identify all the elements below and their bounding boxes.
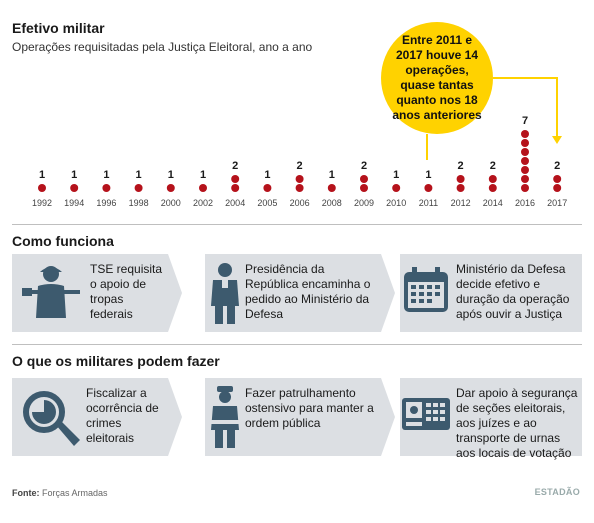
data-dot-1996 xyxy=(102,184,111,192)
x-tick-label-2004: 2004 xyxy=(225,198,245,208)
brand-logo: ESTADÃO xyxy=(534,487,580,497)
data-dot-2016 xyxy=(521,139,529,147)
data-label-2011: 1 xyxy=(425,169,431,181)
data-label-1996: 1 xyxy=(103,169,109,181)
data-label-2008: 1 xyxy=(329,169,335,181)
action-card-1-text: Fiscalizar a ocorrência de crimes eleito… xyxy=(86,386,159,445)
police-icon xyxy=(205,384,271,450)
data-label-2009: 2 xyxy=(361,160,367,172)
section-title-como-funciona: Como funciona xyxy=(12,233,114,249)
data-dot-2008 xyxy=(327,184,336,192)
x-tick-label-2010: 2010 xyxy=(386,198,406,208)
x-tick-label-1998: 1998 xyxy=(129,198,149,208)
data-dot-1992 xyxy=(38,184,46,192)
chart-title: Efetivo militar xyxy=(12,20,105,36)
x-tick-label-2014: 2014 xyxy=(483,198,503,208)
step-card-1: TSE requisita o apoio de tropas federais xyxy=(12,254,182,332)
x-tick-label-2011: 2011 xyxy=(419,198,438,208)
data-dot-1998 xyxy=(134,184,143,192)
data-label-2002: 1 xyxy=(200,169,206,181)
data-dot-2012 xyxy=(456,175,465,183)
x-tick-label-2009: 2009 xyxy=(354,198,374,208)
data-label-2016: 7 xyxy=(522,115,528,127)
source-value: Forças Armadas xyxy=(42,488,108,498)
data-dot-2009 xyxy=(360,175,368,183)
section-title-o-que-fazer: O que os militares podem fazer xyxy=(12,353,220,369)
data-dot-2012 xyxy=(456,184,465,192)
step-card-2: Presidência da República encaminha o ped… xyxy=(205,254,395,332)
data-label-2014: 2 xyxy=(490,160,496,172)
data-dot-1994 xyxy=(70,184,79,192)
data-label-2005: 1 xyxy=(264,169,270,181)
x-tick-label-2005: 2005 xyxy=(257,198,277,208)
callout-connector xyxy=(493,77,558,138)
x-tick-label-1996: 1996 xyxy=(96,198,116,208)
data-dot-2006 xyxy=(295,184,304,192)
step-card-1-text: TSE requisita o apoio de tropas federais xyxy=(90,262,163,321)
data-label-2010: 1 xyxy=(393,169,399,181)
data-label-2004: 2 xyxy=(232,160,238,172)
x-tick-label-1994: 1994 xyxy=(64,198,84,208)
data-dot-2016 xyxy=(521,166,529,174)
x-tick-label-1992: 1992 xyxy=(32,198,52,208)
data-dot-2000 xyxy=(166,184,175,192)
data-dot-2006 xyxy=(295,175,304,183)
data-dot-2016 xyxy=(521,184,529,192)
data-label-1992: 1 xyxy=(39,169,45,181)
soldier-icon xyxy=(18,260,84,326)
action-card-2-text: Fazer patrulhamento ostensivo para mante… xyxy=(245,386,374,430)
action-card-3: Dar apoio à segurança de seções eleitora… xyxy=(400,378,582,460)
step-card-3: Ministério da Defesa decide efetivo e du… xyxy=(400,254,582,332)
data-dot-2004 xyxy=(231,184,240,192)
x-tick-label-2012: 2012 xyxy=(451,198,471,208)
x-tick-label-2008: 2008 xyxy=(322,198,342,208)
data-dot-2004 xyxy=(231,175,240,183)
data-label-2000: 1 xyxy=(168,169,174,181)
source-note: Fonte: Forças Armadas xyxy=(12,488,108,498)
data-dot-2010 xyxy=(392,184,401,192)
x-tick-label-2002: 2002 xyxy=(193,198,213,208)
x-tick-label-2016: 2016 xyxy=(515,198,535,208)
step-card-2-text: Presidência da República encaminha o ped… xyxy=(245,262,371,321)
data-dot-2014 xyxy=(488,175,497,183)
x-tick-label-2006: 2006 xyxy=(290,198,310,208)
data-dot-2016 xyxy=(521,157,529,165)
step-card-3-text: Ministério da Defesa decide efetivo e du… xyxy=(456,262,570,321)
magnifier-icon xyxy=(18,384,84,450)
official-icon xyxy=(205,260,271,326)
data-dot-2017 xyxy=(553,184,562,192)
data-label-1998: 1 xyxy=(136,169,142,181)
action-card-2: Fazer patrulhamento ostensivo para mante… xyxy=(205,378,395,456)
data-dot-2017 xyxy=(553,175,562,183)
action-card-1: Fiscalizar a ocorrência de crimes eleito… xyxy=(12,378,182,456)
divider xyxy=(12,344,582,345)
data-dot-2016 xyxy=(521,130,529,138)
data-label-2006: 2 xyxy=(297,160,303,172)
data-label-2012: 2 xyxy=(458,160,464,172)
chart-subtitle: Operações requisitadas pela Justiça Elei… xyxy=(12,40,313,54)
x-tick-label-2017: 2017 xyxy=(547,198,567,208)
data-dot-2014 xyxy=(488,184,497,192)
source-label: Fonte: xyxy=(12,488,40,498)
data-dot-2009 xyxy=(360,184,368,192)
data-dot-2002 xyxy=(199,184,207,192)
data-dot-2016 xyxy=(521,175,529,183)
data-label-1994: 1 xyxy=(71,169,77,181)
data-label-2017: 2 xyxy=(554,160,560,172)
callout-text: Entre 2011 e 2017 houve 14 operações, qu… xyxy=(392,33,482,122)
callout-arrowhead xyxy=(552,136,562,144)
data-dot-2016 xyxy=(521,148,529,156)
data-dot-2005 xyxy=(263,184,272,192)
action-card-3-text: Dar apoio à segurança de seções eleitora… xyxy=(456,386,578,460)
divider xyxy=(12,224,582,225)
calendar-icon xyxy=(400,264,466,330)
data-dot-2011 xyxy=(424,184,433,192)
dot-chart: 1 1992 1 1994 1 1996 1 1998 1 2000 1 2002 2 2004 1 2005… xyxy=(32,77,567,208)
callout-bubble: Entre 2011 e 2017 houve 14 operações, qu… xyxy=(381,22,493,134)
x-tick-label-2000: 2000 xyxy=(161,198,181,208)
voting-machine-icon xyxy=(400,394,466,460)
